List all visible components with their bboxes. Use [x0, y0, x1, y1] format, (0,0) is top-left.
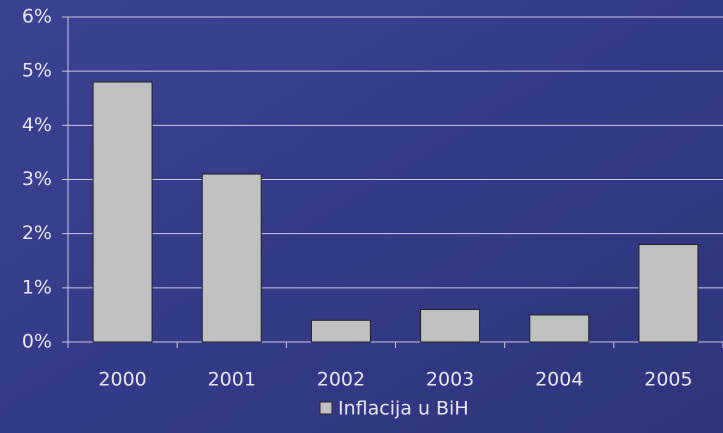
y-tick-label: 2% — [22, 222, 52, 244]
y-tick-label: 5% — [22, 60, 52, 82]
bar — [201, 173, 262, 343]
bar — [92, 81, 153, 343]
bar — [420, 309, 481, 343]
y-tick-label: 3% — [22, 168, 52, 190]
x-tick-label: 2004 — [535, 369, 583, 391]
x-tick-label: 2002 — [317, 369, 365, 391]
legend-label: Inflacija u BiH — [338, 398, 469, 420]
y-tick-label: 0% — [22, 331, 52, 353]
bar — [529, 314, 590, 343]
x-tick-label: 2001 — [208, 369, 256, 391]
bar — [638, 244, 699, 343]
bar — [310, 319, 371, 343]
y-tick-label: 1% — [22, 276, 52, 298]
y-tick-label: 4% — [22, 114, 52, 136]
x-tick-label: 2003 — [426, 369, 474, 391]
legend-swatch — [319, 401, 333, 415]
y-tick-label: 6% — [22, 6, 52, 28]
x-tick-label: 2000 — [98, 369, 146, 391]
x-tick-label: 2005 — [644, 369, 692, 391]
